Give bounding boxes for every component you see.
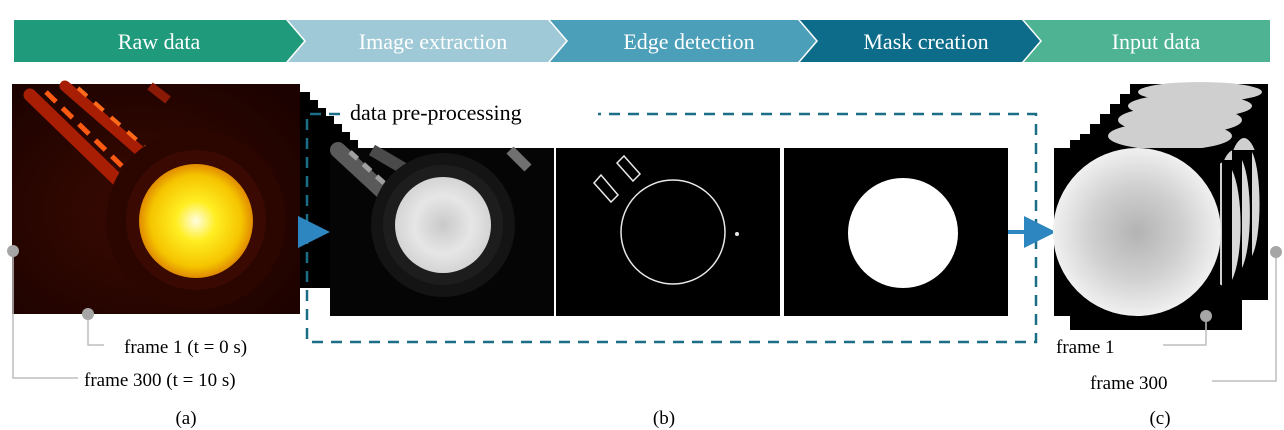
input-caption: (c): [1149, 408, 1170, 429]
raw-frame-connectors: [7, 245, 104, 379]
raw-nozzle-streaks: [23, 80, 171, 197]
input-frame-stack: [1053, 82, 1268, 330]
raw-frame-first-label: frame 1 (t = 0 s): [124, 337, 247, 358]
input-frame-connectors: [1163, 246, 1282, 382]
pipeline-step-shape: [1024, 20, 1270, 62]
input-frame-last-label: frame 300: [1090, 373, 1168, 394]
pipeline-step-label: Raw data: [118, 29, 201, 54]
extracted-melt-pool: [395, 177, 491, 273]
pipeline-step-shape: [800, 20, 1040, 62]
processing-caption: (b): [653, 408, 675, 429]
mask-circle: [848, 178, 958, 288]
detected-edge-circle: [620, 179, 726, 285]
raw-frame-last-label: frame 300 (t = 10 s): [84, 370, 236, 391]
mask-creation-panel: [784, 148, 1008, 316]
pipeline-step-image-extraction: Image extraction: [288, 20, 566, 62]
raw-caption: (a): [175, 408, 196, 429]
input-melt-pool: [1053, 148, 1221, 316]
pipeline-step-raw-data: Raw data: [14, 20, 304, 62]
preprocessing-border: [305, 112, 1038, 344]
preprocessing-label: data pre-processing: [350, 100, 522, 125]
pipeline-step-shape: [288, 20, 566, 62]
input-frame-front: [1053, 148, 1221, 316]
connector-dot: [82, 308, 94, 320]
image-extraction-panel: [330, 142, 554, 316]
pipeline-step-mask-creation: Mask creation: [800, 20, 1040, 62]
connector-dot: [1270, 246, 1282, 258]
edge-detection-panel: [556, 148, 780, 316]
raw-frame-stack: [12, 80, 358, 314]
pipeline-bar: Raw data Image extraction Edge detection…: [14, 20, 1270, 62]
pipeline-step-input-data: Input data: [1024, 20, 1270, 62]
pipeline-step-edge-detection: Edge detection: [550, 20, 816, 62]
pipeline-step-shape: [550, 20, 816, 62]
pipeline-step-label: Input data: [1112, 29, 1201, 54]
connector-dot: [7, 245, 19, 257]
pipeline-step-label: Edge detection: [623, 29, 754, 54]
connector-dot: [1200, 310, 1212, 322]
pipeline-step-label: Image extraction: [359, 29, 507, 54]
pipeline-step-shape: [14, 20, 304, 62]
pipeline-step-label: Mask creation: [863, 29, 988, 54]
raw-frame-front: [12, 80, 300, 314]
preprocessing-group: data pre-processing: [298, 100, 1056, 344]
input-frame-first-label: frame 1: [1056, 337, 1115, 358]
raw-melt-pool: [139, 164, 253, 278]
